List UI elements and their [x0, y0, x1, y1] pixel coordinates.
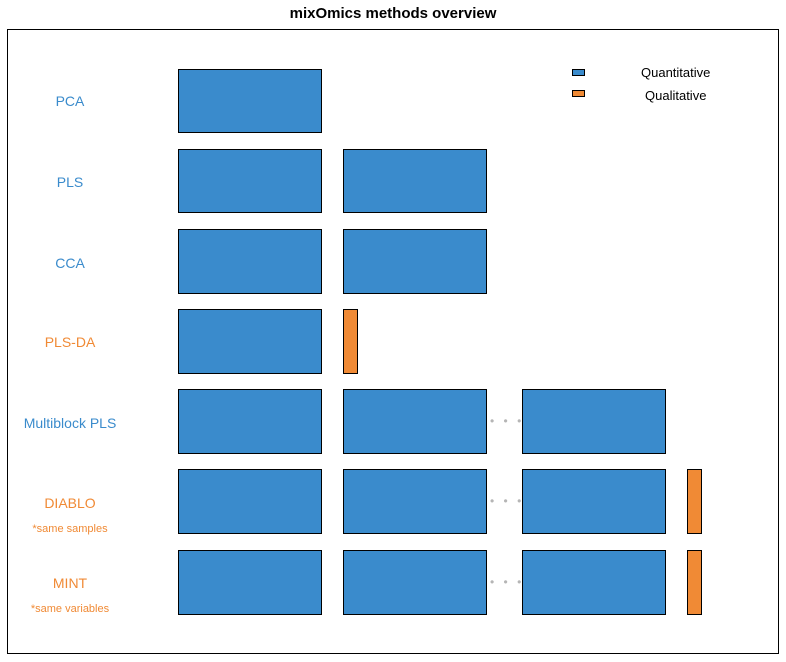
block-multiblock-1 [178, 389, 322, 454]
block-diablo-1 [178, 469, 322, 534]
legend-label-qualitative: Qualitative [645, 88, 707, 103]
block-diablo-outcome [687, 469, 702, 534]
block-pls-2 [343, 149, 487, 213]
method-label-multiblock-pls: Multiblock PLS [23, 415, 117, 431]
block-diablo-3 [522, 469, 666, 534]
block-mint-1 [178, 550, 322, 615]
legend-label-quantitative: Quantitative [641, 65, 711, 80]
ellipsis-multiblock: • • • [490, 414, 525, 428]
ellipsis-mint: • • • [490, 575, 525, 589]
legend-swatch-qualitative [572, 90, 585, 97]
method-label-plsda: PLS-DA [44, 334, 96, 350]
block-multiblock-2 [343, 389, 487, 454]
method-label-pls: PLS [56, 174, 84, 190]
block-cca-1 [178, 229, 322, 294]
method-note-mint: *same variables [30, 603, 110, 615]
block-pca-1 [178, 69, 322, 133]
legend-swatch-quantitative [572, 69, 585, 76]
block-multiblock-3 [522, 389, 666, 454]
block-pls-1 [178, 149, 322, 213]
ellipsis-diablo: • • • [490, 494, 525, 508]
block-plsda-1 [178, 309, 322, 374]
plot-frame [7, 29, 779, 654]
method-label-pca: PCA [55, 93, 85, 109]
method-label-cca: CCA [55, 255, 85, 271]
block-mint-outcome [687, 550, 702, 615]
diagram-title: mixOmics methods overview [289, 5, 497, 22]
method-note-diablo: *same samples [32, 523, 108, 535]
block-diablo-2 [343, 469, 487, 534]
method-label-diablo: DIABLO [44, 495, 96, 511]
block-cca-2 [343, 229, 487, 294]
block-plsda-outcome [343, 309, 358, 374]
block-mint-2 [343, 550, 487, 615]
block-mint-3 [522, 550, 666, 615]
method-label-mint: MINT [52, 575, 88, 591]
